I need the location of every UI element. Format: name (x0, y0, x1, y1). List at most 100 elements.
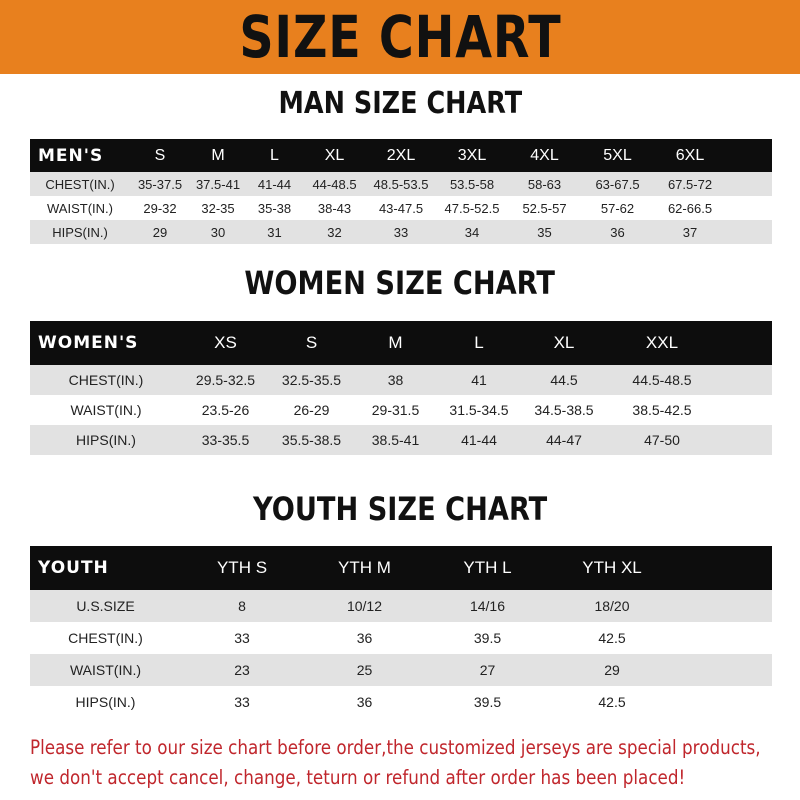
table-cell: 34.5-38.5 (534, 402, 594, 418)
size-column-header: 4XL (530, 146, 559, 164)
row-label: WAIST(IN.) (69, 662, 142, 678)
size-column-header: L (270, 146, 279, 164)
row-label: CHEST(IN.) (68, 630, 143, 646)
youth-section-title: YOUTH SIZE CHART (0, 490, 800, 528)
row-label: HIPS(IN.) (75, 694, 136, 710)
order-notice: Please refer to our size chart before or… (30, 733, 761, 793)
table-cell: 31 (267, 224, 282, 240)
table-header-row: WOMEN'S XS S M L XL XXL (30, 321, 772, 365)
table-cell: 39.5 (473, 630, 502, 646)
table-cell: 63-67.5 (595, 176, 640, 192)
row-label: CHEST(IN.) (45, 176, 115, 192)
table-cell: 30 (210, 224, 226, 240)
table-cell: 35-38 (257, 200, 292, 216)
size-column-header: YTH XL (582, 558, 642, 577)
table-header-row: MEN'S S M L XL 2XL 3XL 4XL 5XL 6XL (30, 139, 772, 172)
table-cell: 38 (387, 372, 404, 388)
table-row: HIPS(IN.) 33-35.5 35.5-38.5 38.5-41 41-44 44-… (30, 425, 772, 455)
table-cell: 39.5 (473, 694, 502, 710)
table-header-label: YOUTH (38, 558, 109, 578)
table-cell: 41-44 (257, 176, 292, 192)
size-column-header: 2XL (386, 146, 416, 164)
notice-line-1: Please refer to our size chart before or… (30, 736, 761, 759)
row-label: WAIST(IN.) (47, 200, 113, 216)
table-cell: 29-31.5 (371, 402, 420, 418)
table-cell: 42.5 (598, 694, 626, 710)
table-cell: 14/16 (469, 598, 506, 614)
table-row: WAIST(IN.) 23.5-26 26-29 29-31.5 31.5-34.5 34… (30, 395, 772, 425)
table-cell: 32-35 (201, 200, 235, 216)
table-cell: 29 (152, 224, 168, 240)
table-row: U.S.SIZE 8 10/12 14/16 18/20 (30, 590, 772, 622)
size-column-header: YTH L (463, 558, 512, 577)
size-column-header: YTH S (216, 558, 268, 577)
table-cell: 35.5-38.5 (281, 432, 342, 448)
size-column-header: S (154, 146, 166, 164)
row-label: HIPS(IN.) (52, 224, 108, 240)
table-cell: 38.5-42.5 (632, 402, 692, 418)
banner: SIZE CHART (0, 0, 800, 74)
table-cell: 36 (610, 224, 625, 240)
table-cell: 67.5-72 (667, 176, 713, 192)
table-cell: 47-50 (644, 432, 680, 448)
table-cell: 35-37.5 (137, 176, 183, 192)
table-cell: 34 (464, 224, 480, 240)
table-header-label: MEN'S (38, 145, 104, 166)
table-cell: 33 (393, 224, 409, 240)
table-cell: 44.5-48.5 (632, 372, 692, 388)
table-cell: 25 (356, 662, 373, 678)
table-cell: 33 (234, 694, 250, 710)
table-cell: 41-44 (461, 432, 497, 448)
table-cell: 38.5-41 (371, 432, 420, 448)
table-cell: 29.5-32.5 (195, 372, 256, 388)
table-cell: 23 (234, 662, 250, 678)
row-label: U.S.SIZE (76, 598, 135, 614)
men-section-title: MAN SIZE CHART (0, 86, 800, 121)
table-cell: 27 (479, 662, 496, 678)
table-row: CHEST(IN.) 33 36 39.5 42.5 (30, 622, 772, 654)
men-title-text: MAN SIZE CHART (278, 86, 522, 121)
table-cell: 44.5 (550, 372, 578, 388)
size-column-header: XL (324, 146, 345, 164)
size-column-header: 6XL (675, 146, 705, 164)
table-cell: 10/12 (346, 598, 383, 614)
women-section-title: WOMEN SIZE CHART (0, 264, 800, 302)
table-cell: 33-35.5 (201, 432, 250, 448)
table-row: CHEST(IN.) 35-37.5 37.5-41 41-44 44-48.5 48.5… (30, 172, 772, 196)
table-cell: 57-62 (600, 200, 635, 216)
size-column-header: M (211, 146, 225, 164)
table-cell: 58-63 (527, 176, 562, 192)
table-cell: 29-32 (143, 200, 177, 216)
table-cell: 52.5-57 (522, 200, 567, 216)
table-header-row: YOUTH YTH S YTH M YTH L YTH XL (30, 546, 772, 590)
women-size-table: WOMEN'S XS S M L XL XXL CHEST(IN.) 29.5-32.5 32.5… (30, 321, 772, 455)
table-cell: 62-66.5 (667, 200, 713, 216)
men-size-table: MEN'S S M L XL 2XL 3XL 4XL 5XL 6XL CHEST(IN.) 35-37… (30, 139, 772, 244)
table-cell: 44-48.5 (312, 176, 357, 192)
row-label: CHEST(IN.) (68, 372, 144, 388)
table-cell: 37 (682, 224, 698, 240)
size-column-header: XXL (645, 333, 679, 352)
table-row: WAIST(IN.) 23 25 27 29 (30, 654, 772, 686)
size-column-header: S (305, 333, 318, 352)
size-column-header: 5XL (603, 146, 632, 164)
women-title-text: WOMEN SIZE CHART (244, 264, 556, 302)
table-cell: 18/20 (594, 598, 630, 614)
table-cell: 44-47 (546, 432, 582, 448)
size-column-header: L (474, 333, 484, 352)
table-cell: 32.5-35.5 (281, 372, 342, 388)
size-column-header: 3XL (457, 146, 487, 164)
table-cell: 23.5-26 (201, 402, 250, 418)
row-label: HIPS(IN.) (76, 432, 136, 448)
size-column-header: YTH M (338, 558, 391, 577)
table-header-label: WOMEN'S (38, 333, 139, 353)
table-cell: 35 (537, 224, 552, 240)
table-cell: 29 (604, 662, 620, 678)
table-cell: 38-43 (317, 200, 352, 216)
youth-size-table: YOUTH YTH S YTH M YTH L YTH XL U.S.SIZE 8 10/12… (30, 546, 772, 718)
table-cell: 26-29 (293, 402, 330, 418)
youth-title-text: YOUTH SIZE CHART (252, 490, 548, 528)
banner-title: SIZE CHART (238, 3, 562, 71)
table-row: HIPS(IN.) 29 30 31 32 33 34 35 36 37 (30, 220, 772, 244)
